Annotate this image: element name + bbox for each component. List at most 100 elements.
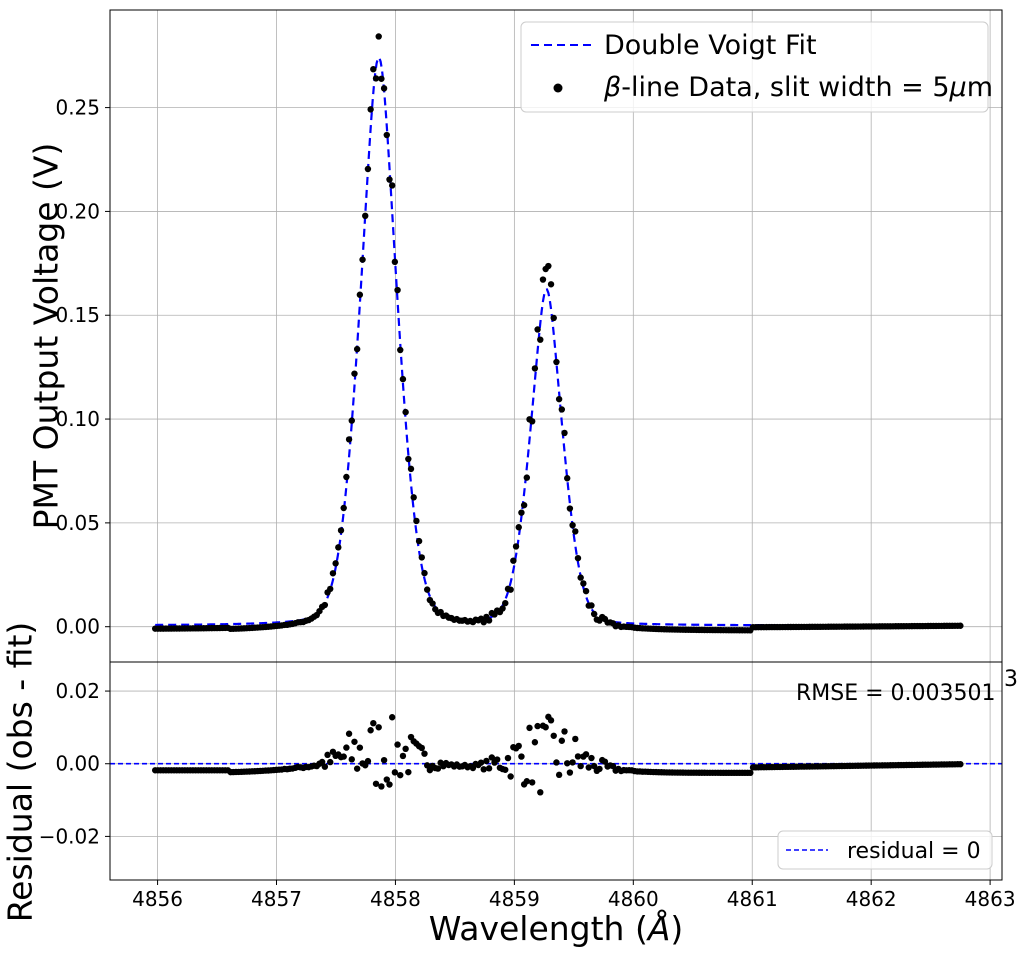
residual-point [515, 742, 522, 750]
data-point [380, 85, 388, 92]
residual-point [370, 719, 377, 727]
residual-point [345, 730, 353, 737]
data-point [327, 585, 334, 593]
data-point [397, 346, 404, 354]
residual-point [537, 789, 544, 796]
data-point [399, 375, 407, 383]
data-point [364, 165, 372, 173]
residual-point [558, 737, 566, 744]
residual-point [423, 762, 431, 769]
data-point [345, 436, 353, 443]
data-point [534, 326, 541, 333]
data-point [957, 622, 964, 629]
main-y-tick-label-4: 0.20 [55, 199, 100, 223]
residual-point [601, 758, 609, 765]
data-point [531, 365, 539, 372]
residual-point [418, 744, 425, 752]
residual-x-tick-labels: 4856 4857 4858 4859 4860 4861 4862 4863 [132, 880, 1016, 911]
x-axis-title-symbol: Å [646, 908, 671, 948]
data-point [332, 560, 339, 567]
residual-point [480, 766, 487, 773]
data-point [588, 602, 595, 609]
main-data-points [151, 33, 964, 634]
main-plot-panel: 0.00 0.05 0.10 0.15 0.20 0.25 PMT Output Volt… [27, 9, 1003, 663]
residual-y-tick-label-0: 0.02 [55, 679, 100, 703]
residual-point [507, 773, 514, 780]
residual-point [957, 760, 964, 768]
data-point [529, 418, 536, 425]
main-y-axis-title: PMT Output Voltage (V) [27, 143, 66, 530]
main-y-tick-label-1: 0.05 [55, 511, 100, 535]
legend-data-label: β-line Data, slit width = 5μm [603, 72, 993, 103]
data-point [507, 586, 514, 593]
data-point [418, 554, 425, 561]
data-point [367, 106, 374, 113]
data-point [558, 406, 566, 413]
residual-point [372, 780, 380, 787]
data-point [564, 475, 571, 482]
residual-y-axis-title: Residual (obs - fit) [1, 622, 40, 923]
residual-point [550, 732, 557, 739]
x-axis-title-suffix: ) [670, 909, 683, 948]
residual-point [488, 754, 496, 761]
data-point [537, 336, 544, 343]
residual-point [318, 758, 326, 766]
data-point [590, 610, 598, 618]
data-point [561, 429, 568, 437]
residual-point [564, 760, 571, 767]
residual-point [477, 759, 485, 766]
residual-point [405, 768, 412, 776]
residual-point [553, 759, 560, 766]
residual-points [151, 713, 964, 796]
data-point [370, 66, 377, 73]
data-point [545, 262, 552, 270]
residual-point [386, 781, 393, 788]
main-y-tick-label-5: 0.25 [55, 96, 100, 120]
x-tick-label-7: 4863 [965, 887, 1016, 911]
rmse-annotation: RMSE = 0.003501 [796, 681, 996, 706]
legend-data-label-unit: m [967, 72, 993, 103]
data-point [566, 505, 574, 512]
main-y-tick-labels: 0.00 0.05 0.10 0.15 0.20 0.25 [55, 96, 110, 639]
residual-point [518, 753, 525, 760]
residual-point [572, 735, 579, 743]
residual-point [421, 750, 428, 757]
data-point [340, 504, 347, 512]
data-point [550, 314, 557, 322]
residual-point [534, 722, 541, 730]
data-point [362, 212, 369, 220]
data-point [555, 395, 563, 403]
data-point [378, 75, 385, 82]
legend-data-label-mu: μ [949, 72, 967, 103]
data-point [375, 33, 382, 40]
data-point [518, 509, 525, 516]
residual-point [529, 779, 536, 786]
main-legend: Double Voigt Fit β-line Data, slit width… [520, 21, 993, 113]
data-point [410, 494, 417, 501]
legend-data-label-main: -line Data, slit width = 5 [621, 72, 949, 103]
residual-point [569, 759, 576, 766]
data-point [502, 599, 509, 607]
data-point [335, 544, 342, 551]
residual-point [493, 756, 501, 763]
data-point [343, 473, 350, 481]
residual-legend: residual = 0 [777, 830, 993, 870]
residual-y-tick-labels: 0.02 0.00 −0.02 [39, 679, 110, 848]
residual-point [383, 776, 390, 783]
x-tick-label-4: 4860 [608, 887, 659, 911]
data-point [386, 176, 393, 183]
data-point [405, 455, 412, 463]
data-point [356, 291, 364, 298]
residual-point [585, 764, 592, 771]
data-point [415, 537, 423, 545]
data-point [391, 258, 399, 266]
data-point [423, 586, 431, 593]
data-point [321, 601, 329, 609]
residual-point [531, 739, 539, 746]
main-y-tick-label-0: 0.00 [55, 615, 100, 639]
data-point [512, 543, 520, 550]
data-point [515, 524, 522, 531]
residual-point [547, 717, 555, 724]
data-point [572, 528, 579, 535]
